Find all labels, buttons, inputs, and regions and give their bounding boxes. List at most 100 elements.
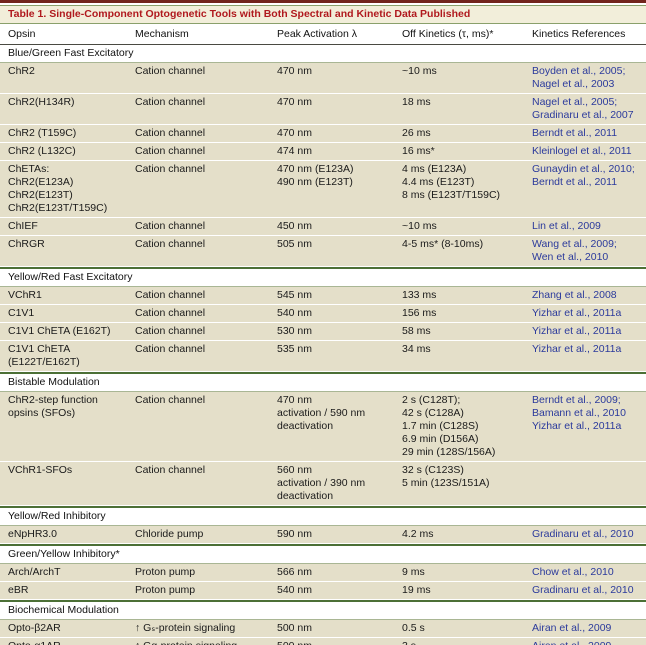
cell-off: 4.2 ms: [402, 528, 434, 540]
table-row: C1V1 ChETA (E162T) Cation channel 530 nm 58…: [0, 323, 646, 341]
section-header: Bistable Modulation: [0, 372, 646, 392]
section-header: Blue/Green Fast Excitatory: [0, 45, 646, 63]
cell-opsin: eNpHR3.0: [8, 528, 58, 540]
cell-mechanism: Cation channel: [135, 238, 206, 250]
cell-refs: Gradinaru et al., 2010: [532, 584, 634, 596]
cell-off: 2 s (C128T); 42 s (C128A) 1.7 min (C128S…: [402, 394, 496, 458]
table-row: Opto-β2AR ↑ Gₛ-protein signaling 500 nm 0.5…: [0, 620, 646, 638]
cell-peak: 535 nm: [277, 343, 313, 355]
cell-mechanism: Cation channel: [135, 220, 206, 232]
cell-refs: Airan et al., 2009: [532, 622, 612, 634]
table-row: VChR1 Cation channel 545 nm 133 ms Zhang et …: [0, 287, 646, 305]
cell-peak: 540 nm: [277, 307, 313, 319]
cell-opsin: ChR2(H134R): [8, 96, 75, 108]
table-row: ChR2 (T159C) Cation channel 470 nm 26 ms Ber…: [0, 125, 646, 143]
cell-peak: 474 nm: [277, 145, 313, 157]
cell-refs: Yizhar et al., 2011a: [532, 307, 622, 319]
table-title: Table 1. Single-Component Optogenetic To…: [0, 6, 646, 23]
cell-peak: 470 nm: [277, 65, 313, 77]
cell-opsin: VChR1: [8, 289, 42, 301]
cell-mechanism: Cation channel: [135, 394, 206, 406]
cell-opsin: ChR2: [8, 65, 35, 77]
cell-mechanism: Cation channel: [135, 464, 206, 476]
cell-off: 19 ms: [402, 584, 431, 596]
cell-mechanism: Proton pump: [135, 566, 196, 578]
column-header-off-kinetics: Off Kinetics (τ, ms)*: [402, 28, 494, 40]
cell-off: ~10 ms: [402, 220, 437, 232]
title-top-rule: [0, 5, 646, 6]
cell-mechanism: ↑ Gₛ-protein signaling: [135, 622, 236, 634]
table-row: ChR2-step function opsins (SFOs) Cation c…: [0, 392, 646, 462]
top-gap: [0, 3, 646, 5]
table-row: ChR2 Cation channel 470 nm ~10 ms Boyden et …: [0, 63, 646, 94]
cell-refs: Zhang et al., 2008: [532, 289, 617, 301]
cell-opsin: ChIEF: [8, 220, 38, 232]
cell-opsin: Opto-α1AR: [0, 640, 135, 645]
cell-opsin: ChR2 (T159C): [8, 127, 77, 139]
top-rule: [0, 0, 646, 3]
cell-off: 156 ms: [402, 307, 437, 319]
cell-peak: 450 nm: [277, 220, 313, 232]
table-row: ChR2 (L132C) Cation channel 474 nm 16 ms* Kl…: [0, 143, 646, 161]
column-header-kinetics-references: Kinetics References: [532, 28, 626, 40]
column-header-mechanism: Mechanism: [135, 28, 189, 40]
cell-opsin: Arch/ArchT: [8, 566, 61, 578]
cell-off: 9 ms: [402, 566, 425, 578]
cell-off: 133 ms: [402, 289, 437, 301]
cell-refs: Gunaydin et al., 2010; Berndt et al., 20…: [532, 163, 635, 188]
cell-opsin: VChR1-SFOs: [8, 464, 73, 476]
cell-mechanism: Proton pump: [135, 584, 196, 596]
cell-peak: 470 nm (E123A) 490 nm (E123T): [277, 163, 354, 188]
cell-opsin: C1V1: [8, 307, 35, 319]
section-header: Green/Yellow Inhibitory*: [0, 544, 646, 564]
cell-opsin: ChETAs: ChR2(E123A) ChR2(E123T) ChR2(E12…: [8, 163, 108, 214]
cell-mechanism: Cation channel: [135, 145, 206, 157]
cell-mechanism: Cation channel: [135, 163, 206, 175]
cell-mechanism: Cation channel: [135, 343, 206, 355]
column-header-opsin: Opsin: [8, 28, 36, 40]
column-header-row: Opsin Mechanism Peak Activation λ Off Ki…: [0, 24, 646, 45]
cell-peak: 505 nm: [277, 238, 313, 250]
cell-off: 16 ms*: [402, 145, 435, 157]
cell-refs: Wang et al., 2009; Wen et al., 2010: [532, 238, 617, 263]
cell-peak: 470 nm activation / 590 nm deactivation: [277, 394, 366, 432]
cell-off: 26 ms: [402, 127, 431, 139]
cell-mechanism: Cation channel: [135, 307, 206, 319]
cell-refs: [532, 464, 646, 503]
cell-peak: 500 nm: [277, 622, 313, 634]
cell-refs: Airan et al., 2009: [532, 640, 646, 645]
cell-refs: Nagel et al., 2005; Gradinaru et al., 20…: [532, 96, 634, 121]
cell-off: 4-5 ms* (8-10ms): [402, 238, 484, 250]
cell-off: ~10 ms: [402, 65, 437, 77]
cell-refs: Boyden et al., 2005; Nagel et al., 2003: [532, 65, 626, 90]
cell-peak: 470 nm: [277, 127, 313, 139]
cell-mechanism: Cation channel: [135, 127, 206, 139]
cell-mechanism: Cation channel: [135, 65, 206, 77]
cell-peak: 590 nm: [277, 528, 313, 540]
cell-opsin: Opto-β2AR: [8, 622, 61, 634]
table-row: ChRGR Cation channel 505 nm 4-5 ms* (8-10ms…: [0, 236, 646, 267]
cell-opsin: ChR2-step function opsins (SFOs): [8, 394, 98, 419]
cell-opsin: C1V1 ChETA (E162T): [8, 325, 111, 337]
cell-opsin: C1V1 ChETA (E122T/E162T): [8, 343, 80, 368]
cell-refs: Chow et al., 2010: [532, 566, 614, 578]
cell-opsin: eBR: [8, 584, 29, 596]
cell-refs: Gradinaru et al., 2010: [532, 528, 634, 540]
table-body: Blue/Green Fast Excitatory ChR2 Cation cha…: [0, 45, 646, 645]
column-header-peak-activation: Peak Activation λ: [277, 28, 357, 40]
cell-off: 34 ms: [402, 343, 431, 355]
title-bottom-rule: [0, 23, 646, 24]
section-header: Yellow/Red Inhibitory: [0, 506, 646, 526]
cell-off: 0.5 s: [402, 622, 425, 634]
cell-off: 32 s (C123S) 5 min (123S/151A): [402, 464, 490, 489]
cell-refs: Lin et al., 2009: [532, 220, 601, 232]
table-row: Arch/ArchT Proton pump 566 nm 9 ms Chow et a…: [0, 564, 646, 582]
cell-refs: Yizhar et al., 2011a: [532, 325, 622, 337]
table-row: ChR2(H134R) Cation channel 470 nm 18 ms Nage…: [0, 94, 646, 125]
cell-opsin: ChRGR: [8, 238, 45, 250]
cell-peak: 566 nm: [277, 566, 313, 578]
cell-peak: 500 nm: [277, 640, 402, 645]
section-header: Yellow/Red Fast Excitatory: [0, 267, 646, 287]
cell-peak: 540 nm: [277, 584, 313, 596]
